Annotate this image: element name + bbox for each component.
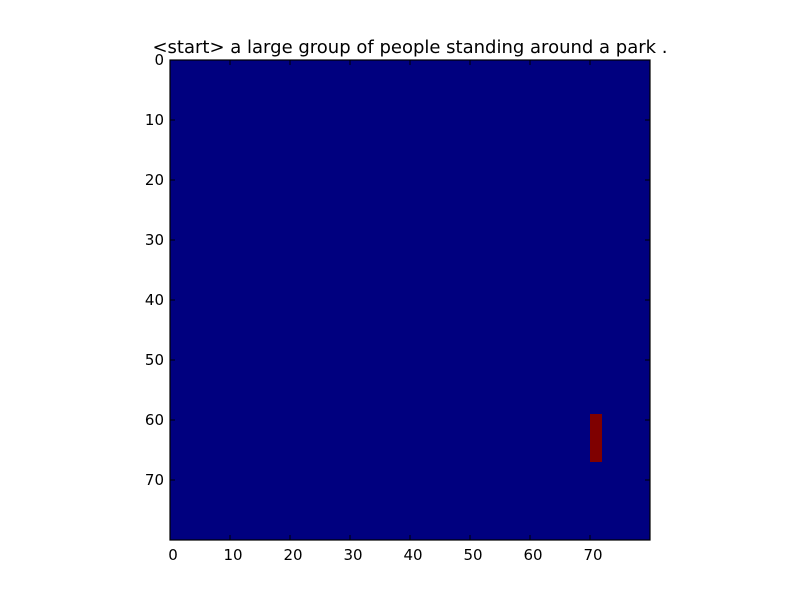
x-tick-label: 20 <box>283 546 302 564</box>
heatmap-background <box>170 60 650 540</box>
y-tick-label: 50 <box>145 351 164 369</box>
y-tick-label: 0 <box>154 51 164 69</box>
y-tick-label: 70 <box>145 471 164 489</box>
x-tick-label: 30 <box>343 546 362 564</box>
y-tick-label: 40 <box>145 291 164 309</box>
y-tick-label: 30 <box>145 231 164 249</box>
heatmap-hot-cell <box>590 414 602 462</box>
chart-title: <start> a large group of people standing… <box>152 37 667 58</box>
y-tick-label: 60 <box>145 411 164 429</box>
x-tick-label: 50 <box>463 546 482 564</box>
y-tick-label: 10 <box>145 111 164 129</box>
x-tick-label: 10 <box>223 546 242 564</box>
x-tick-label: 40 <box>403 546 422 564</box>
x-tick-label: 60 <box>523 546 542 564</box>
y-tick-label: 20 <box>145 171 164 189</box>
x-tick-label: 0 <box>168 546 178 564</box>
x-tick-label: 70 <box>583 546 602 564</box>
